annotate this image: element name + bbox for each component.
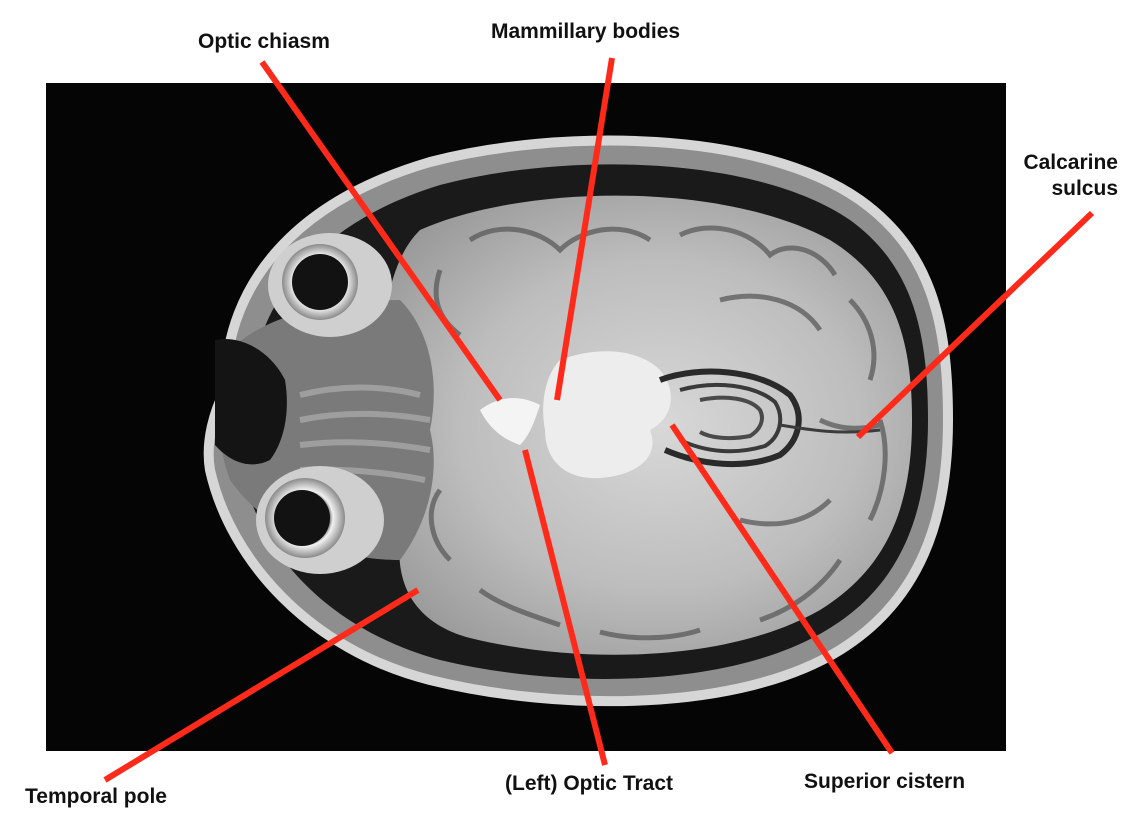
leader-mammillary-bodies — [554, 57, 615, 401]
midbrain — [543, 351, 671, 479]
label-temporal-pole: Temporal pole — [25, 785, 167, 808]
leader-calcarine-sulcus — [855, 210, 1095, 440]
leader-left-optic-tract — [522, 449, 608, 766]
optic-chiasm-structure — [480, 398, 540, 445]
mri-scan — [203, 135, 954, 707]
label-left-optic-tract: (Left) Optic Tract — [505, 772, 674, 795]
label-calcarine-line1: Calcarine — [1023, 151, 1118, 174]
right-eye — [256, 466, 384, 574]
leader-lines — [103, 57, 1095, 783]
leader-superior-cistern — [669, 423, 895, 755]
label-mammillary-bodies: Mammillary bodies — [491, 20, 681, 43]
leader-temporal-pole — [103, 587, 420, 783]
left-eye — [268, 233, 392, 337]
label-calcarine-sulcus: Calcarine sulcus — [1023, 150, 1118, 202]
nasal-cavity — [215, 339, 287, 465]
label-superior-cistern: Superior cistern — [804, 770, 966, 793]
label-calcarine-line2: sulcus — [1051, 177, 1118, 200]
gyri-pattern — [428, 225, 888, 641]
label-optic-chiasm: Optic chiasm — [198, 30, 330, 53]
leader-optic-chiasm — [259, 60, 503, 402]
